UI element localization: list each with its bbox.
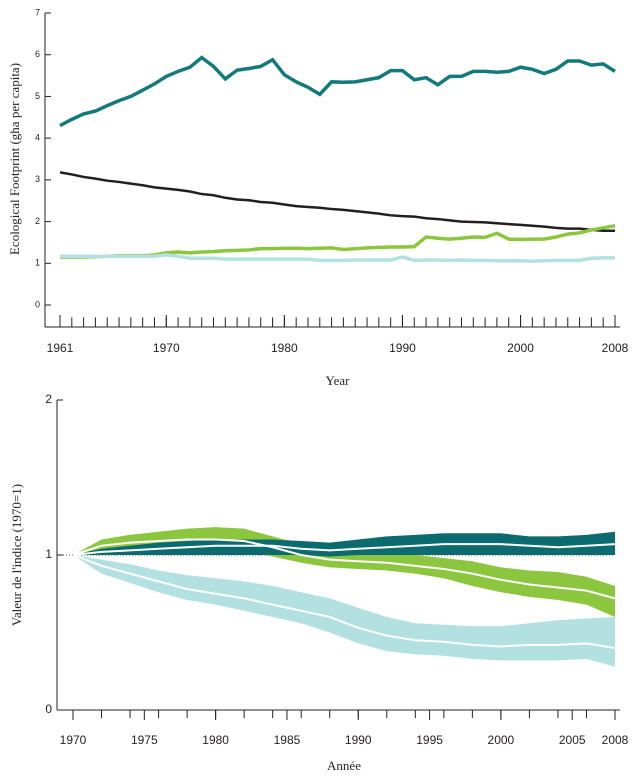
- x-tick-label: 1980: [202, 733, 229, 747]
- y-tick-label: 5: [35, 91, 40, 101]
- confidence-band: [73, 555, 615, 667]
- y-tick-label: 1: [35, 258, 40, 268]
- x-axis-label: Year: [326, 373, 351, 388]
- x-tick-label: 2005: [559, 733, 586, 747]
- x-tick-label: 1970: [153, 341, 180, 355]
- x-tick-label: 1961: [47, 341, 74, 355]
- y-tick-label: 6: [35, 49, 40, 59]
- y-tick-label: 7: [35, 7, 40, 17]
- x-tick-label: 1970: [60, 733, 87, 747]
- y-tick-label: 3: [35, 174, 40, 184]
- confidence-band: [73, 531, 615, 557]
- y-tick-label: 2: [45, 392, 52, 406]
- x-tick-label: 2008: [602, 341, 629, 355]
- x-tick-label: 1995: [416, 733, 443, 747]
- y-tick-label: 4: [35, 133, 40, 143]
- y-axis-label: Valeur de l'indice (1970=1): [9, 484, 24, 626]
- x-tick-label: 2000: [507, 341, 534, 355]
- x-axis-label: Année: [327, 758, 361, 772]
- x-tick-label: 2008: [602, 733, 629, 747]
- index-line: [72, 554, 616, 649]
- x-tick-label: 1990: [389, 341, 416, 355]
- y-tick-label: 0: [45, 702, 52, 716]
- x-tick-label: 1975: [131, 733, 158, 747]
- series-line: [60, 253, 615, 263]
- series-line: [59, 55, 616, 128]
- series-line: [60, 224, 616, 259]
- x-tick-label: 2000: [488, 733, 515, 747]
- series-line: [59, 171, 615, 232]
- y-tick-label: 0: [35, 299, 40, 309]
- y-axis-label: Ecological Footprint (gha per capita): [7, 63, 22, 255]
- index-line: [72, 543, 616, 556]
- confidence-band: [73, 527, 615, 617]
- x-tick-label: 1990: [345, 733, 372, 747]
- x-tick-label: 1980: [271, 341, 298, 355]
- y-tick-label: 2: [35, 216, 40, 226]
- x-tick-label: 1985: [274, 733, 301, 747]
- index-line: [72, 538, 616, 600]
- y-tick-label: 1: [45, 547, 52, 561]
